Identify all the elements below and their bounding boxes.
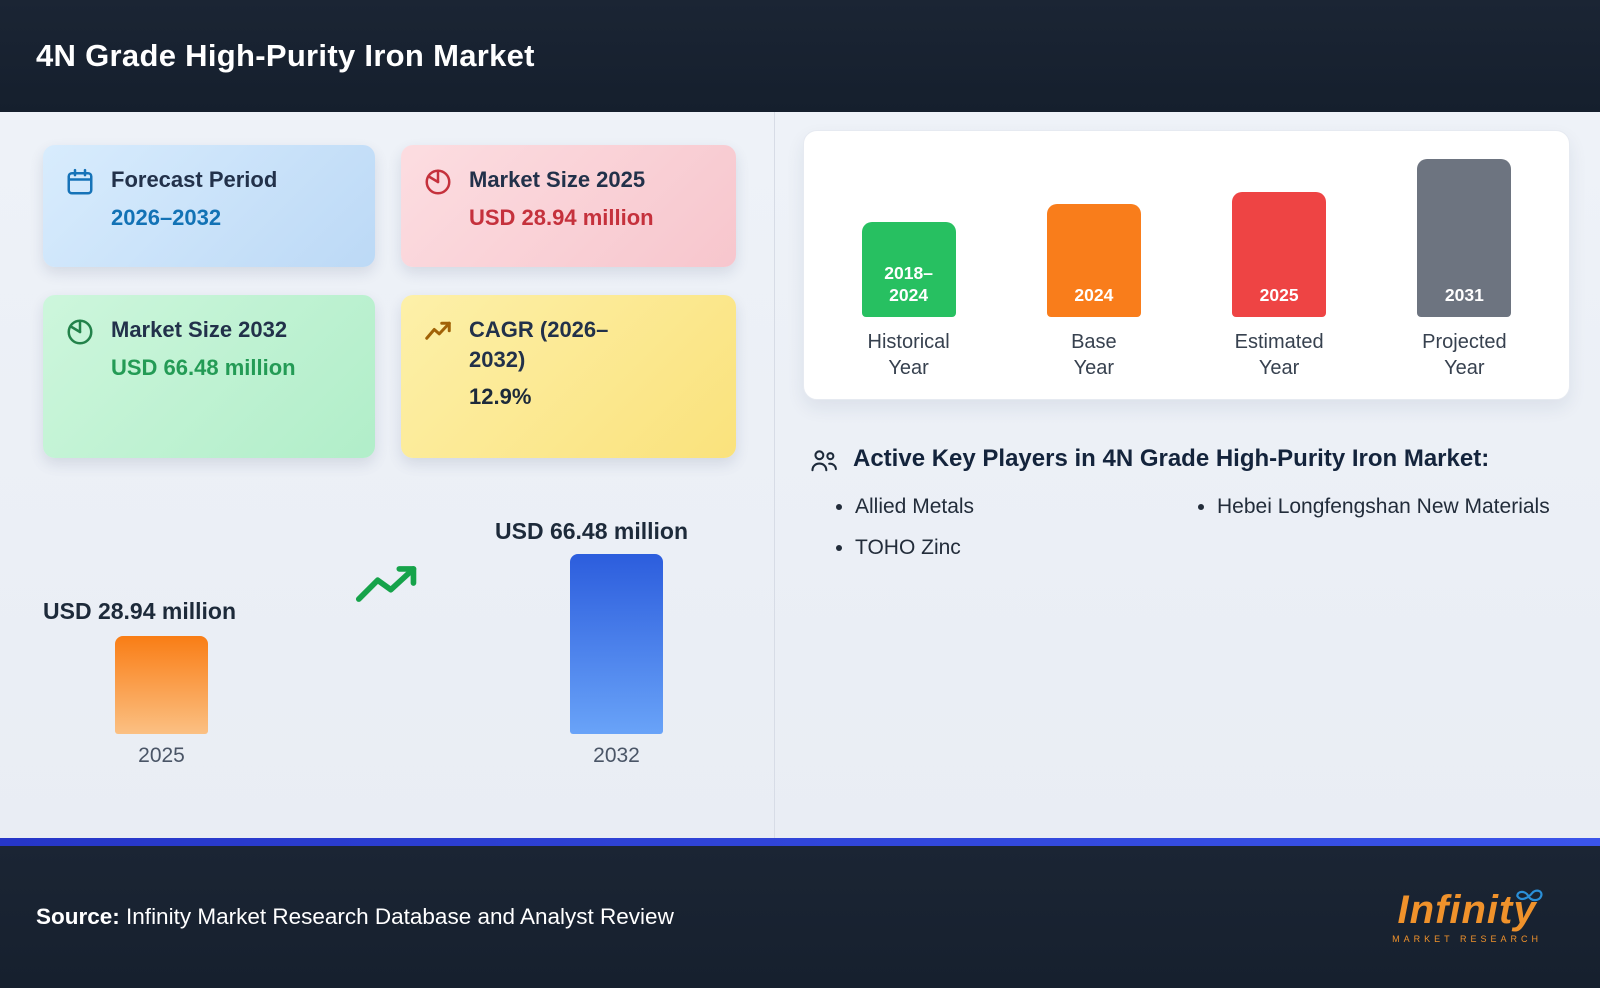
logo-subtext: MARKET RESEARCH — [1392, 934, 1542, 944]
logo-text: Infinity — [1397, 888, 1543, 932]
card-text: CAGR (2026–2032) 12.9% — [469, 315, 641, 412]
main-content: Forecast Period 2026–2032 Market Size 20… — [0, 112, 1600, 838]
key-player-item: TOHO Zinc — [855, 534, 1181, 562]
card-label: Market Size 2025 — [469, 167, 646, 192]
left-column: Forecast Period 2026–2032 Market Size 20… — [0, 112, 775, 838]
key-players-list: Allied Metals TOHO Zinc Hebei Longfengsh… — [809, 493, 1570, 576]
footer: Source: Infinity Market Research Databas… — [0, 846, 1600, 988]
timeline-caption: Base Year — [1071, 331, 1117, 379]
page-title: 4N Grade High-Purity Iron Market — [36, 38, 535, 73]
card-value: 12.9% — [469, 384, 532, 410]
card-value: USD 66.48 million — [111, 354, 296, 380]
start-value-label: USD 28.94 million — [43, 598, 237, 624]
header: 4N Grade High-Purity Iron Market — [0, 0, 1600, 112]
card-market-size-2032: Market Size 2032 USD 66.48 million — [43, 295, 375, 458]
growth-arrow-icon — [355, 561, 421, 612]
bar-2032 — [570, 554, 663, 734]
timeline-caption: Estimated Year — [1234, 331, 1324, 379]
calendar-icon — [65, 167, 95, 202]
card-text: Market Size 2025 USD 28.94 million — [469, 165, 654, 232]
timeline-bar: 2018– 2024 — [861, 222, 956, 317]
people-icon — [809, 448, 839, 479]
card-label: Market Size 2032 — [111, 317, 288, 342]
timeline-caption: Historical Year — [867, 331, 950, 379]
logo-wordmark: Infinity — [1397, 888, 1537, 932]
end-year-label: 2032 — [593, 744, 640, 767]
timeline-year: 2025 — [1259, 285, 1299, 306]
timeline-bar: 2025 — [1232, 192, 1327, 317]
key-players-header: Active Key Players in 4N Grade High-Puri… — [809, 442, 1570, 479]
timeline-bar: 2024 — [1046, 204, 1141, 317]
footer-accent-line — [0, 838, 1600, 846]
timeline-caption: Projected Year — [1422, 331, 1507, 379]
bar-2025 — [115, 636, 208, 734]
card-label: Forecast Period — [111, 167, 278, 192]
timeline-chart: 2018– 2024 Historical Year 2024 Base Yea… — [803, 130, 1570, 400]
infinity-swirl-icon — [1513, 874, 1551, 914]
timeline-item-base: 2024 Base Year — [1001, 131, 1186, 399]
trend-up-icon — [423, 317, 453, 352]
timeline-item-projected: 2031 Projected Year — [1372, 131, 1557, 399]
card-text: Forecast Period 2026–2032 — [111, 165, 277, 232]
source-text: Source: Infinity Market Research Databas… — [36, 904, 674, 930]
pie-chart-icon — [423, 167, 453, 202]
infinity-logo: Infinity MARKET RESEARCH — [1392, 888, 1543, 944]
card-value: 2026–2032 — [111, 204, 222, 230]
key-players-column-2: Hebei Longfengshan New Materials — [1181, 493, 1570, 576]
key-players-section: Active Key Players in 4N Grade High-Puri… — [803, 442, 1570, 576]
pie-chart-icon — [65, 317, 95, 352]
timeline-item-historical: 2018– 2024 Historical Year — [816, 131, 1001, 399]
card-market-size-2025: Market Size 2025 USD 28.94 million — [401, 145, 736, 267]
card-label: CAGR (2026–2032) — [469, 317, 609, 372]
timeline-year: 2024 — [1074, 285, 1114, 306]
card-forecast-period: Forecast Period 2026–2032 — [43, 145, 375, 267]
start-year-label: 2025 — [138, 744, 185, 767]
key-player-item: Hebei Longfengshan New Materials — [1217, 493, 1570, 521]
right-column: 2018– 2024 Historical Year 2024 Base Yea… — [775, 112, 1600, 838]
end-value-label: USD 66.48 million — [495, 518, 689, 544]
card-cagr: CAGR (2026–2032) 12.9% — [401, 295, 736, 458]
key-players-title: Active Key Players in 4N Grade High-Puri… — [853, 445, 1490, 472]
source-value: Infinity Market Research Database and An… — [126, 904, 674, 929]
source-label: Source: — [36, 904, 120, 929]
summary-cards: Forecast Period 2026–2032 Market Size 20… — [43, 145, 736, 458]
card-value: USD 28.94 million — [469, 204, 654, 230]
timeline-bar: 2031 — [1417, 159, 1512, 317]
key-players-column-1: Allied Metals TOHO Zinc — [809, 493, 1181, 576]
timeline-year: 2018– 2024 — [884, 262, 933, 306]
growth-bar-chart: USD 28.94 million USD 66.48 million 2025… — [43, 516, 736, 806]
timeline-item-estimated: 2025 Estimated Year — [1187, 131, 1372, 399]
card-text: Market Size 2032 USD 66.48 million — [111, 315, 296, 382]
timeline-year: 2031 — [1444, 285, 1484, 306]
key-player-item: Allied Metals — [855, 493, 1181, 521]
